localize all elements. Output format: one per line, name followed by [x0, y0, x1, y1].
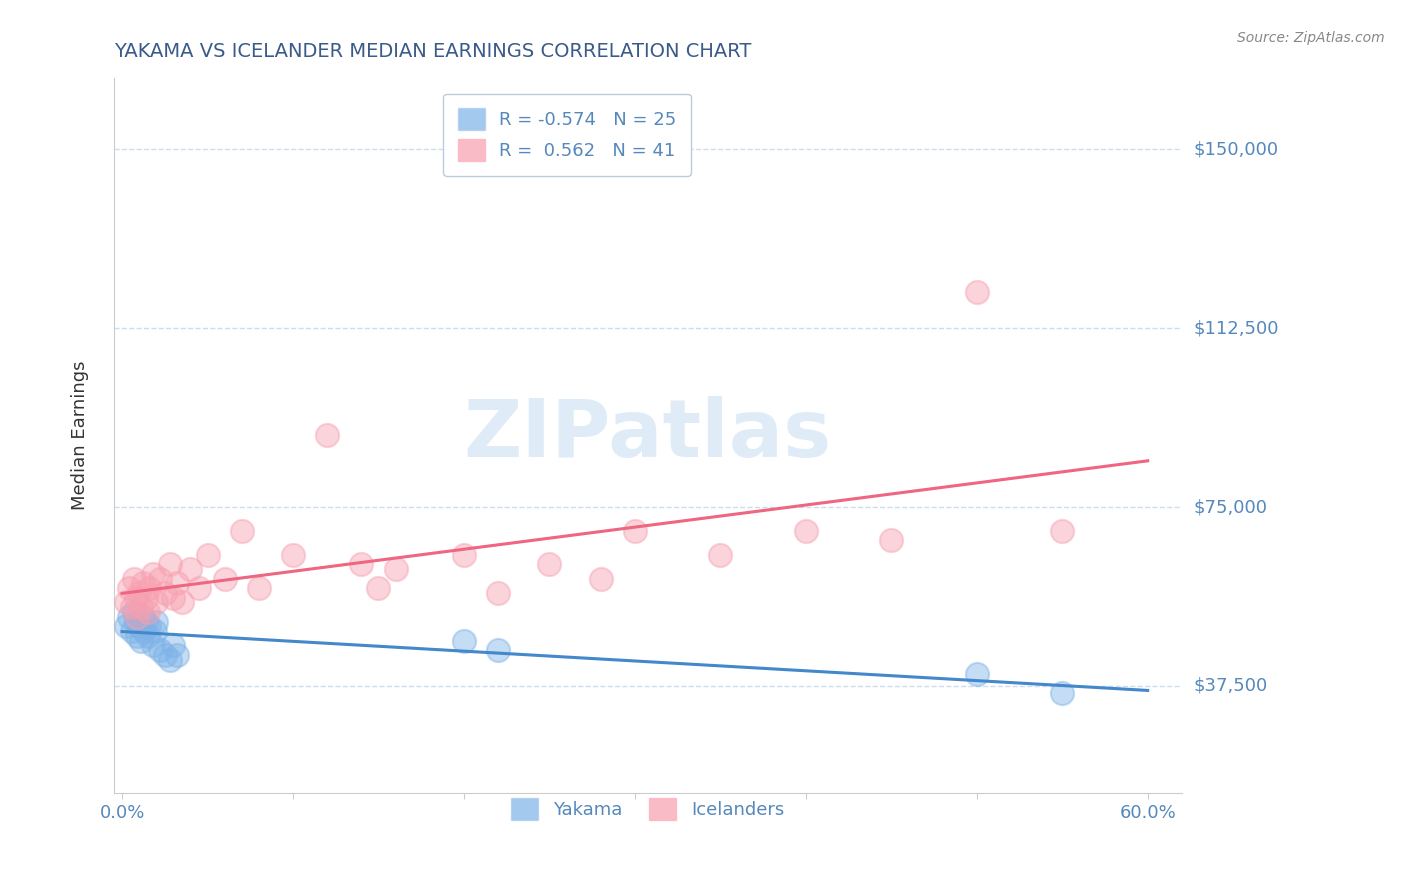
Point: [125, 615, 148, 629]
Point: [142, 566, 165, 581]
Point: [138, 581, 160, 595]
Point: [121, 600, 143, 615]
Point: [118, 581, 141, 595]
Point: [538, 558, 561, 572]
Text: Source: ZipAtlas.com: Source: ZipAtlas.com: [1237, 31, 1385, 45]
Point: [145, 595, 167, 609]
Point: [350, 558, 373, 572]
Text: $75,000: $75,000: [1194, 498, 1267, 516]
Point: [143, 624, 166, 639]
Point: [166, 576, 188, 591]
Point: [247, 581, 270, 595]
Point: [880, 533, 903, 548]
Point: [114, 619, 136, 633]
Point: [135, 591, 157, 605]
Point: [1052, 686, 1074, 700]
Point: [122, 605, 145, 619]
Point: [281, 548, 304, 562]
Y-axis label: Median Earnings: Median Earnings: [72, 360, 89, 510]
Point: [384, 562, 406, 576]
Text: $37,500: $37,500: [1194, 677, 1267, 695]
Point: [121, 624, 143, 639]
Point: [142, 639, 165, 653]
Point: [149, 572, 172, 586]
Point: [129, 633, 152, 648]
Point: [127, 609, 149, 624]
Point: [153, 586, 176, 600]
Point: [145, 615, 167, 629]
Point: [589, 572, 612, 586]
Text: ZIPatlas: ZIPatlas: [464, 396, 832, 475]
Point: [316, 428, 339, 442]
Point: [231, 524, 253, 538]
Point: [136, 629, 159, 643]
Point: [128, 619, 150, 633]
Point: [149, 643, 172, 657]
Point: [118, 609, 141, 624]
Point: [138, 619, 160, 633]
Point: [134, 624, 156, 639]
Text: $150,000: $150,000: [1194, 140, 1278, 158]
Point: [197, 548, 219, 562]
Text: YAKAMA VS ICELANDER MEDIAN EARNINGS CORRELATION CHART: YAKAMA VS ICELANDER MEDIAN EARNINGS CORR…: [114, 42, 751, 61]
Point: [114, 595, 136, 609]
Text: $112,500: $112,500: [1194, 319, 1278, 337]
Point: [1052, 524, 1074, 538]
Point: [129, 600, 152, 615]
Point: [453, 633, 475, 648]
Point: [166, 648, 188, 662]
Point: [170, 595, 193, 609]
Point: [188, 581, 211, 595]
Point: [794, 524, 817, 538]
Legend: Yakama, Icelanders: Yakama, Icelanders: [496, 783, 799, 834]
Point: [128, 586, 150, 600]
Point: [125, 591, 148, 605]
Point: [135, 615, 157, 629]
Point: [131, 576, 153, 591]
Point: [486, 643, 509, 657]
Point: [131, 609, 153, 624]
Point: [136, 605, 159, 619]
Point: [122, 572, 145, 586]
Point: [214, 572, 236, 586]
Point: [179, 562, 201, 576]
Point: [159, 558, 181, 572]
Point: [162, 591, 184, 605]
Point: [966, 285, 988, 300]
Point: [367, 581, 389, 595]
Point: [127, 629, 149, 643]
Point: [624, 524, 647, 538]
Point: [966, 667, 988, 681]
Point: [486, 586, 509, 600]
Point: [153, 648, 176, 662]
Point: [162, 639, 184, 653]
Point: [159, 653, 181, 667]
Point: [453, 548, 475, 562]
Point: [709, 548, 731, 562]
